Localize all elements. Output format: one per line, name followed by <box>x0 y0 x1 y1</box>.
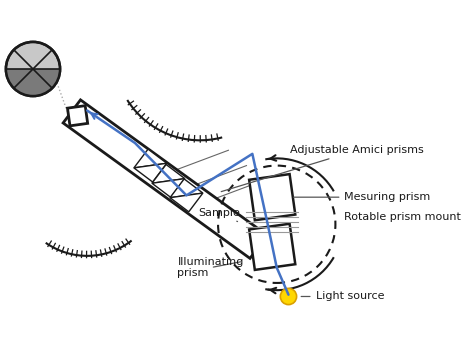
Text: Scale: Scale <box>0 341 1 342</box>
Polygon shape <box>63 100 267 258</box>
Polygon shape <box>134 149 167 168</box>
Circle shape <box>280 288 297 305</box>
Polygon shape <box>170 193 203 212</box>
Polygon shape <box>152 165 185 183</box>
Polygon shape <box>152 179 185 197</box>
Polygon shape <box>134 163 167 182</box>
Text: Mesuring prism: Mesuring prism <box>293 192 431 202</box>
Polygon shape <box>170 179 203 198</box>
Wedge shape <box>6 69 60 96</box>
Text: Light source: Light source <box>301 291 384 302</box>
Circle shape <box>6 42 60 96</box>
Text: Illuminating
prism: Illuminating prism <box>177 257 244 278</box>
Text: Rotable prism mount: Rotable prism mount <box>345 212 461 222</box>
Polygon shape <box>249 174 295 220</box>
Text: Adjustable Amici prisms: Adjustable Amici prisms <box>221 145 424 192</box>
Polygon shape <box>67 106 88 126</box>
Text: Sample: Sample <box>198 208 240 222</box>
Polygon shape <box>249 224 295 270</box>
